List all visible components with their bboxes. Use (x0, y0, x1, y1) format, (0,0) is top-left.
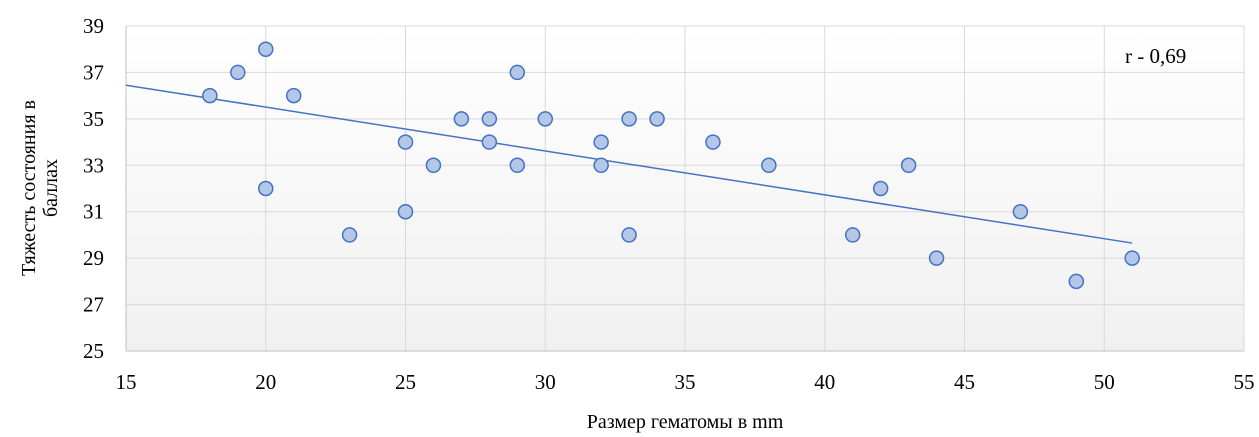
data-point (621, 111, 637, 127)
data-point (481, 134, 498, 150)
x-tick-label: 30 (535, 370, 556, 394)
x-tick-labels: 15 20 25 30 35 40 45 50 55 (116, 370, 1255, 394)
data-point (258, 180, 274, 197)
data-point (202, 87, 218, 104)
trendline (125, 84, 1133, 244)
data-point (844, 227, 861, 243)
x-tick-label: 45 (954, 370, 975, 394)
y-axis-title-line-1: Тяжесть состояния в (18, 100, 40, 276)
x-tick-label: 50 (1094, 370, 1115, 394)
y-tick-labels: 25 27 29 31 33 35 37 39 (83, 14, 104, 363)
data-points (202, 41, 1140, 290)
y-tick-label: 29 (83, 246, 104, 270)
data-point (258, 41, 274, 57)
data-point (593, 134, 609, 150)
y-tick-label: 37 (83, 60, 104, 84)
x-tick-label: 15 (116, 370, 137, 394)
data-point (761, 157, 777, 174)
data-point (397, 134, 414, 150)
x-tick-label: 40 (814, 370, 835, 394)
data-point (425, 157, 442, 174)
data-point (537, 111, 553, 127)
y-tick-label: 25 (83, 339, 104, 363)
data-point (649, 111, 665, 127)
x-tick-label: 55 (1234, 370, 1255, 394)
x-axis-title: Размер гематомы в mm (587, 411, 784, 433)
data-point (872, 180, 889, 197)
y-tick-label: 39 (83, 14, 104, 38)
data-point (1124, 250, 1140, 266)
y-axis-title: Тяжесть состояния в баллах (18, 100, 62, 276)
y-axis-title-line-2: баллах (40, 159, 62, 217)
y-tick-label: 35 (83, 107, 104, 131)
data-point (397, 203, 414, 220)
data-point (285, 87, 302, 104)
x-tick-label: 20 (255, 370, 276, 394)
y-tick-label: 31 (83, 200, 104, 224)
x-tick-label: 35 (675, 370, 696, 394)
data-point (341, 227, 358, 243)
y-tick-label: 27 (83, 293, 104, 317)
data-point (230, 64, 246, 81)
trendline-group (125, 84, 1133, 244)
data-point (900, 157, 917, 174)
data-point (509, 157, 526, 174)
data-point (481, 111, 498, 127)
data-point (1012, 203, 1029, 220)
data-point (1068, 273, 1085, 290)
data-point (593, 157, 609, 174)
axes (125, 26, 1244, 352)
data-point (621, 227, 637, 243)
data-point (509, 64, 526, 81)
data-point (928, 250, 945, 266)
y-tick-label: 33 (83, 153, 104, 177)
data-point (705, 134, 721, 150)
data-point (453, 111, 470, 127)
correlation-annotation: r - 0,69 (1125, 44, 1186, 68)
x-tick-label: 25 (395, 370, 416, 394)
